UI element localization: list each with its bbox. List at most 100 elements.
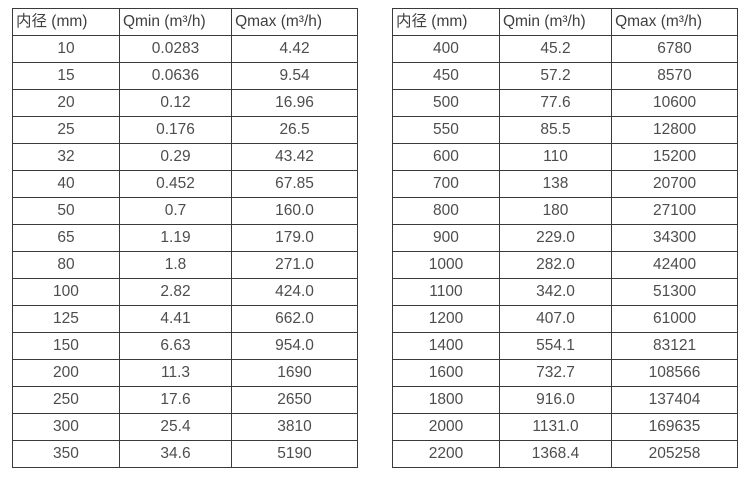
table-cell: 25.4	[118, 413, 233, 441]
table-cell: 4.41	[118, 305, 233, 333]
table-cell: 0.176	[118, 116, 233, 144]
table-cell: 0.0636	[118, 62, 233, 90]
table-row: 200 11.3 1690	[12, 359, 358, 387]
table-cell: 180	[498, 197, 613, 225]
table-cell: 2000	[392, 413, 500, 441]
table-cell: 200	[12, 359, 120, 387]
table-cell: 15	[12, 62, 120, 90]
table-cell: 1368.4	[498, 440, 613, 468]
table-row: 2000 1131.0 169635	[392, 413, 738, 441]
column-header: Qmin (m³/h)	[118, 8, 233, 36]
table-cell: 6.63	[118, 332, 233, 360]
header-row: 内径 (mm) Qmin (m³/h) Qmax (m³/h)	[12, 8, 358, 36]
table-cell: 0.0283	[118, 35, 233, 63]
table-cell: 27100	[611, 197, 738, 225]
header-row: 内径 (mm) Qmin (m³/h) Qmax (m³/h)	[392, 8, 738, 36]
table-cell: 25	[12, 116, 120, 144]
table-row: 40 0.452 67.85	[12, 170, 358, 198]
table-cell: 1.8	[118, 251, 233, 279]
table-cell: 125	[12, 305, 120, 333]
table-cell: 450	[392, 62, 500, 90]
table-cell: 2.82	[118, 278, 233, 306]
table-row: 2200 1368.4 205258	[392, 440, 738, 468]
table-cell: 700	[392, 170, 500, 198]
table-cell: 15200	[611, 143, 738, 171]
table-cell: 1690	[231, 359, 358, 387]
table-row: 1100 342.0 51300	[392, 278, 738, 306]
table-cell: 550	[392, 116, 500, 144]
table-row: 300 25.4 3810	[12, 413, 358, 441]
table-body: 10 0.0283 4.42 15 0.0636 9.54 20 0.12 16.96 25 0.1…	[12, 35, 358, 468]
column-header: 内径 (mm)	[392, 8, 500, 36]
table-cell: 20	[12, 89, 120, 117]
table-cell: 45.2	[498, 35, 613, 63]
table-cell: 4.42	[231, 35, 358, 63]
table-row: 150 6.63 954.0	[12, 332, 358, 360]
table-cell: 67.85	[231, 170, 358, 198]
column-header: Qmax (m³/h)	[611, 8, 738, 36]
table-row: 900 229.0 34300	[392, 224, 738, 252]
table-cell: 5190	[231, 440, 358, 468]
table-cell: 110	[498, 143, 613, 171]
table-row: 25 0.176 26.5	[12, 116, 358, 144]
table-row: 1800 916.0 137404	[392, 386, 738, 414]
table-cell: 1800	[392, 386, 500, 414]
table-cell: 10	[12, 35, 120, 63]
table-cell: 50	[12, 197, 120, 225]
table-row: 100 2.82 424.0	[12, 278, 358, 306]
table-cell: 65	[12, 224, 120, 252]
table-cell: 1000	[392, 251, 500, 279]
table-cell: 250	[12, 386, 120, 414]
table-cell: 12800	[611, 116, 738, 144]
table-cell: 40	[12, 170, 120, 198]
table-cell: 17.6	[118, 386, 233, 414]
table-row: 1400 554.1 83121	[392, 332, 738, 360]
table-cell: 1100	[392, 278, 500, 306]
table-cell: 1.19	[118, 224, 233, 252]
table-row: 700 138 20700	[392, 170, 738, 198]
table-cell: 160.0	[231, 197, 358, 225]
table-cell: 43.42	[231, 143, 358, 171]
table-row: 15 0.0636 9.54	[12, 62, 358, 90]
table-cell: 400	[392, 35, 500, 63]
table-cell: 3810	[231, 413, 358, 441]
table-row: 50 0.7 160.0	[12, 197, 358, 225]
table-cell: 271.0	[231, 251, 358, 279]
table-cell: 500	[392, 89, 500, 117]
table-cell: 205258	[611, 440, 738, 468]
table-cell: 9.54	[231, 62, 358, 90]
table-row: 32 0.29 43.42	[12, 143, 358, 171]
table-cell: 34.6	[118, 440, 233, 468]
table-cell: 300	[12, 413, 120, 441]
table-cell: 51300	[611, 278, 738, 306]
table-row: 80 1.8 271.0	[12, 251, 358, 279]
table-cell: 179.0	[231, 224, 358, 252]
table-cell: 424.0	[231, 278, 358, 306]
table-row: 500 77.6 10600	[392, 89, 738, 117]
table-cell: 57.2	[498, 62, 613, 90]
table-cell: 732.7	[498, 359, 613, 387]
table-cell: 916.0	[498, 386, 613, 414]
table-cell: 42400	[611, 251, 738, 279]
table-row: 65 1.19 179.0	[12, 224, 358, 252]
table-cell: 0.29	[118, 143, 233, 171]
table-row: 1200 407.0 61000	[392, 305, 738, 333]
column-header: 内径 (mm)	[12, 8, 120, 36]
flow-spec-table-small-diameters: 内径 (mm) Qmin (m³/h) Qmax (m³/h) 10 0.0283 4.…	[12, 8, 358, 468]
column-header: Qmax (m³/h)	[231, 8, 358, 36]
table-cell: 1400	[392, 332, 500, 360]
table-cell: 26.5	[231, 116, 358, 144]
table-cell: 954.0	[231, 332, 358, 360]
table-cell: 34300	[611, 224, 738, 252]
table-row: 400 45.2 6780	[392, 35, 738, 63]
table-row: 600 110 15200	[392, 143, 738, 171]
table-row: 250 17.6 2650	[12, 386, 358, 414]
table-row: 350 34.6 5190	[12, 440, 358, 468]
table-cell: 900	[392, 224, 500, 252]
table-row: 125 4.41 662.0	[12, 305, 358, 333]
table-cell: 137404	[611, 386, 738, 414]
table-cell: 407.0	[498, 305, 613, 333]
table-cell: 85.5	[498, 116, 613, 144]
table-cell: 32	[12, 143, 120, 171]
